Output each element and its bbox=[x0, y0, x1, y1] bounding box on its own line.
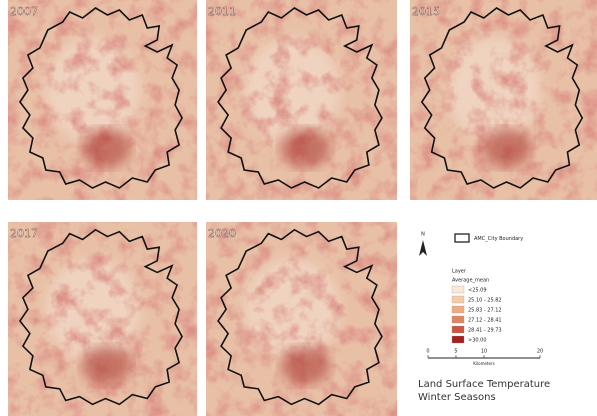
scale-unit: Kilometers bbox=[473, 361, 494, 366]
map-panel bbox=[206, 0, 397, 200]
class-label: <25.09 bbox=[468, 288, 487, 294]
class-label: 28.41 - 29.73 bbox=[468, 328, 502, 334]
temperature-texture bbox=[410, 0, 597, 200]
caption: Winter Seasons bbox=[418, 392, 496, 403]
class-label: 25.83 - 27.12 bbox=[468, 308, 502, 314]
class-swatch bbox=[452, 296, 464, 303]
north-label: N bbox=[421, 232, 425, 238]
year-label: 2017 bbox=[10, 227, 38, 240]
class-label: 27.12 - 28.41 bbox=[468, 318, 502, 324]
north-arrow bbox=[419, 240, 427, 256]
hot-zone bbox=[280, 346, 330, 385]
class-swatch bbox=[452, 316, 464, 323]
caption: Land Surface Temperature bbox=[418, 379, 550, 390]
class-label: 25.10 - 25.82 bbox=[468, 298, 502, 304]
hot-zone bbox=[280, 128, 330, 168]
class-swatch bbox=[452, 306, 464, 313]
year-label: 2015 bbox=[412, 5, 440, 18]
year-label: 2011 bbox=[208, 5, 236, 18]
class-swatch bbox=[452, 286, 464, 293]
layer-title: Layer bbox=[452, 269, 467, 275]
year-label: 2007 bbox=[10, 5, 38, 18]
boundary-swatch bbox=[455, 234, 469, 242]
scale-label: 5 bbox=[454, 349, 457, 355]
legend: N AMC_City Boundary Layer Average_mean <25.0… bbox=[418, 232, 550, 404]
class-swatch bbox=[452, 326, 464, 333]
scale-label: 10 bbox=[481, 349, 487, 355]
boundary-label: AMC_City Boundary bbox=[474, 236, 523, 242]
class-label: >30.00 bbox=[468, 338, 487, 344]
class-swatch bbox=[452, 336, 464, 343]
hot-zone bbox=[82, 346, 131, 385]
field-name: Average_mean bbox=[452, 278, 489, 284]
scale-label: 0 bbox=[426, 349, 429, 355]
scale-label: 20 bbox=[537, 349, 543, 355]
figure: 2007 2011 2015 2017 2020 N AMC_City Boundary La… bbox=[0, 0, 597, 416]
hot-zone bbox=[483, 128, 532, 168]
year-label: 2020 bbox=[208, 227, 236, 240]
temperature-texture bbox=[8, 222, 197, 416]
temperature-texture bbox=[206, 0, 397, 200]
map-panel bbox=[8, 0, 197, 200]
hot-zone bbox=[82, 128, 131, 168]
map-panel bbox=[206, 222, 397, 416]
temperature-texture bbox=[8, 0, 197, 200]
temperature-texture bbox=[206, 222, 397, 416]
map-panel bbox=[8, 222, 197, 416]
map-panel bbox=[410, 0, 597, 200]
